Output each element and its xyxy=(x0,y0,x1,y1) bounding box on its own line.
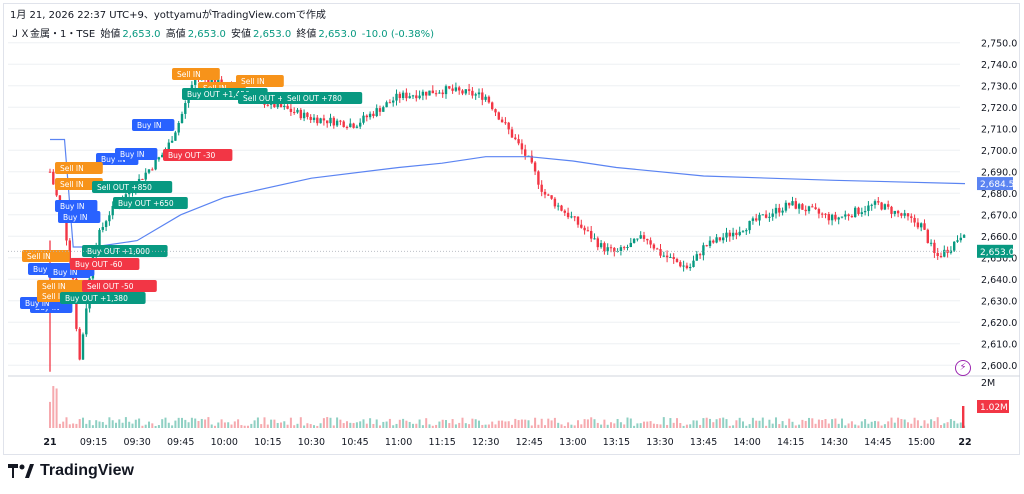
open-label: 始値 xyxy=(100,29,121,40)
open-value: 2,653.0 xyxy=(122,29,161,40)
high-value: 2,653.0 xyxy=(187,29,226,40)
close-label: 終値 xyxy=(296,29,317,40)
ohlc-legend: ＪＸ金属・1・TSE 始値 2,653.0 高値 2,653.0 安値 2,653.0… xyxy=(10,25,436,40)
high-label: 高値 xyxy=(165,29,186,40)
tradingview-wordmark: TradingView xyxy=(40,462,134,479)
chart-frame xyxy=(3,3,1020,455)
close-value: 2,653.0 xyxy=(318,29,357,40)
tradingview-logo-icon xyxy=(8,464,34,478)
low-label: 安値 xyxy=(231,29,252,40)
symbol-label[interactable]: ＪＸ金属・1・TSE xyxy=(10,29,96,40)
tradingview-logo[interactable]: TradingView xyxy=(8,462,134,480)
change-value: -10.0 (-0.38%) xyxy=(361,29,434,40)
low-value: 2,653.0 xyxy=(253,29,292,40)
lightning-icon[interactable]: ⚡ xyxy=(955,360,971,376)
chart-header: 1月 21, 2026 22:37 UTC+9、yottyamuがTrading… xyxy=(10,10,326,21)
